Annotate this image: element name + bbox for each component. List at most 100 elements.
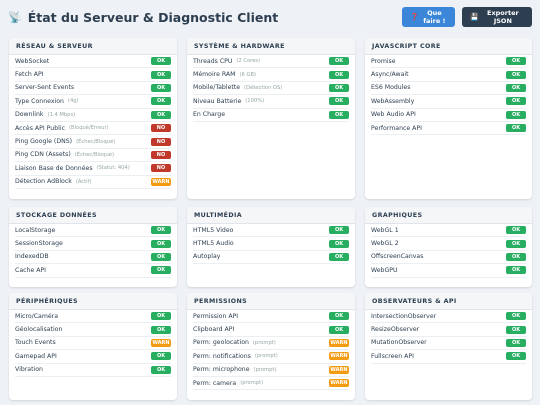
status-row: Micro/Caméra OK [15,310,171,324]
status-badge: OK [151,97,171,106]
status-label: En Charge [193,111,226,119]
status-badge: OK [506,266,526,275]
status-label: Accès API Public [15,124,65,132]
status-label: Ping CDN (Assets) [15,151,71,159]
card-title: JAVASCRIPT CORE [365,38,532,55]
status-row: HTML5 Video OK [193,224,349,238]
status-label: ResizeObserver [371,326,420,334]
status-badge: OK [329,110,349,119]
status-label: Vibration [15,366,43,374]
status-row: Fullscreen API OK [371,350,526,364]
status-row: OffscreenCanvas OK [371,251,526,265]
status-badge: OK [506,239,526,248]
status-badge: OK [151,57,171,66]
export-button-label: Exporter JSON [487,9,519,25]
status-label: LocalStorage [15,226,56,234]
status-label: HTML5 Video [193,226,234,234]
status-row: IntersectionObserver OK [371,310,526,324]
card-reseau: RÉSEAU & SERVEUR WebSocket OK Fetch API OK S… [9,38,177,199]
status-label: Web Audio API [371,111,416,119]
status-detail: (prompt) [254,353,278,360]
status-badge: OK [151,226,171,235]
status-row: Perm: camera (prompt) WARN [193,377,349,391]
status-badge: NO [151,150,171,159]
card-observateurs: OBSERVATEURS & API IntersectionObserver O… [365,293,532,400]
export-icon: 💾 [470,13,479,21]
status-label: Micro/Caméra [15,312,59,320]
card-title: OBSERVATEURS & API [365,293,532,310]
status-label: Autoplay [193,253,221,261]
status-badge: OK [329,226,349,235]
status-row: Web Audio API OK [371,109,526,122]
status-row: Autoplay OK [193,251,349,265]
status-badge: OK [151,352,171,361]
status-badge: OK [329,83,349,92]
status-label: SessionStorage [15,240,63,248]
status-badge: OK [151,312,171,321]
status-label: Niveau Batterie [193,97,242,105]
status-row: Détection AdBlock (Actif) WARN [15,176,171,189]
status-badge: OK [151,365,171,374]
status-detail: (Actif) [75,178,92,185]
status-detail: (Statut: 404) [96,165,130,172]
status-badge: OK [151,70,171,79]
status-label: Server-Sent Events [15,84,75,92]
status-badge: OK [506,325,526,334]
status-detail: (prompt) [253,366,277,373]
status-badge: OK [329,70,349,79]
status-label: Touch Events [15,339,56,347]
status-row: Threads CPU (2 Cores) OK [193,55,349,69]
status-badge: OK [329,252,349,261]
status-badge: OK [506,124,526,133]
status-row: Ping Google (DNS) (Échec/Bloqué) NO [15,135,171,149]
status-detail: (Bloqué/Erreur) [69,125,109,132]
status-label: Performance API [371,124,422,132]
status-row: Type Connexion (4g) OK [15,95,171,109]
status-row: Clipboard API OK [193,323,349,337]
card-title: MULTIMÉDIA [187,207,355,224]
help-icon: ❓ [410,13,419,21]
status-badge: OK [151,83,171,92]
status-label: WebGL 1 [371,226,399,234]
status-label: Perm: microphone [193,366,250,374]
status-row: WebGL 1 OK [371,224,526,238]
status-detail: (2 Cores) [236,58,261,65]
status-label: WebAssembly [371,97,415,105]
status-badge: OK [506,97,526,106]
status-label: IntersectionObserver [371,312,437,320]
status-row: Mobile/Tablette (Détection OS) OK [193,82,349,96]
status-label: MutationObserver [371,339,427,347]
header-actions: ❓ Que faire ! 💾 Exporter JSON [402,7,532,27]
status-detail: (4g) [67,98,79,105]
status-label: Promise [371,57,396,65]
card-systeme: SYSTÈME & HARDWARE Threads CPU (2 Cores) O… [187,38,355,199]
status-detail: (1.4 Mbps) [47,111,76,118]
status-label: Fetch API [15,71,44,79]
status-label: OffscreenCanvas [371,253,424,261]
status-row: Mémoire RAM (6 GB) OK [193,68,349,82]
status-label: Type Connexion [15,97,64,105]
status-detail: (6 GB) [239,71,257,78]
status-label: WebSocket [15,57,50,65]
status-label: Mobile/Tablette [193,84,241,92]
status-row: SessionStorage OK [15,237,171,251]
status-label: Perm: notifications [193,352,251,360]
card-title: PÉRIPHÉRIQUES [9,293,177,310]
status-label: Threads CPU [193,57,233,65]
status-detail: (Échec/Bloqué) [76,138,116,145]
export-json-button[interactable]: 💾 Exporter JSON [462,7,532,27]
status-row: HTML5 Audio OK [193,237,349,251]
status-badge: WARN [151,338,171,347]
status-row: Vibration OK [15,364,171,377]
status-detail: (prompt) [240,380,264,387]
status-row: WebGL 2 OK [371,237,526,251]
status-row: Perm: microphone (prompt) WARN [193,364,349,377]
card-javascript: JAVASCRIPT CORE Promise OK Async/Await OK ES… [365,38,532,199]
status-row: IndexedDB OK [15,251,171,265]
status-badge: OK [329,312,349,321]
status-row: Perm: geolocation (prompt) WARN [193,337,349,351]
status-badge: WARN [329,379,349,388]
status-row: En Charge OK [193,109,349,122]
status-row: WebSocket OK [15,55,171,69]
help-button[interactable]: ❓ Que faire ! [402,7,455,27]
